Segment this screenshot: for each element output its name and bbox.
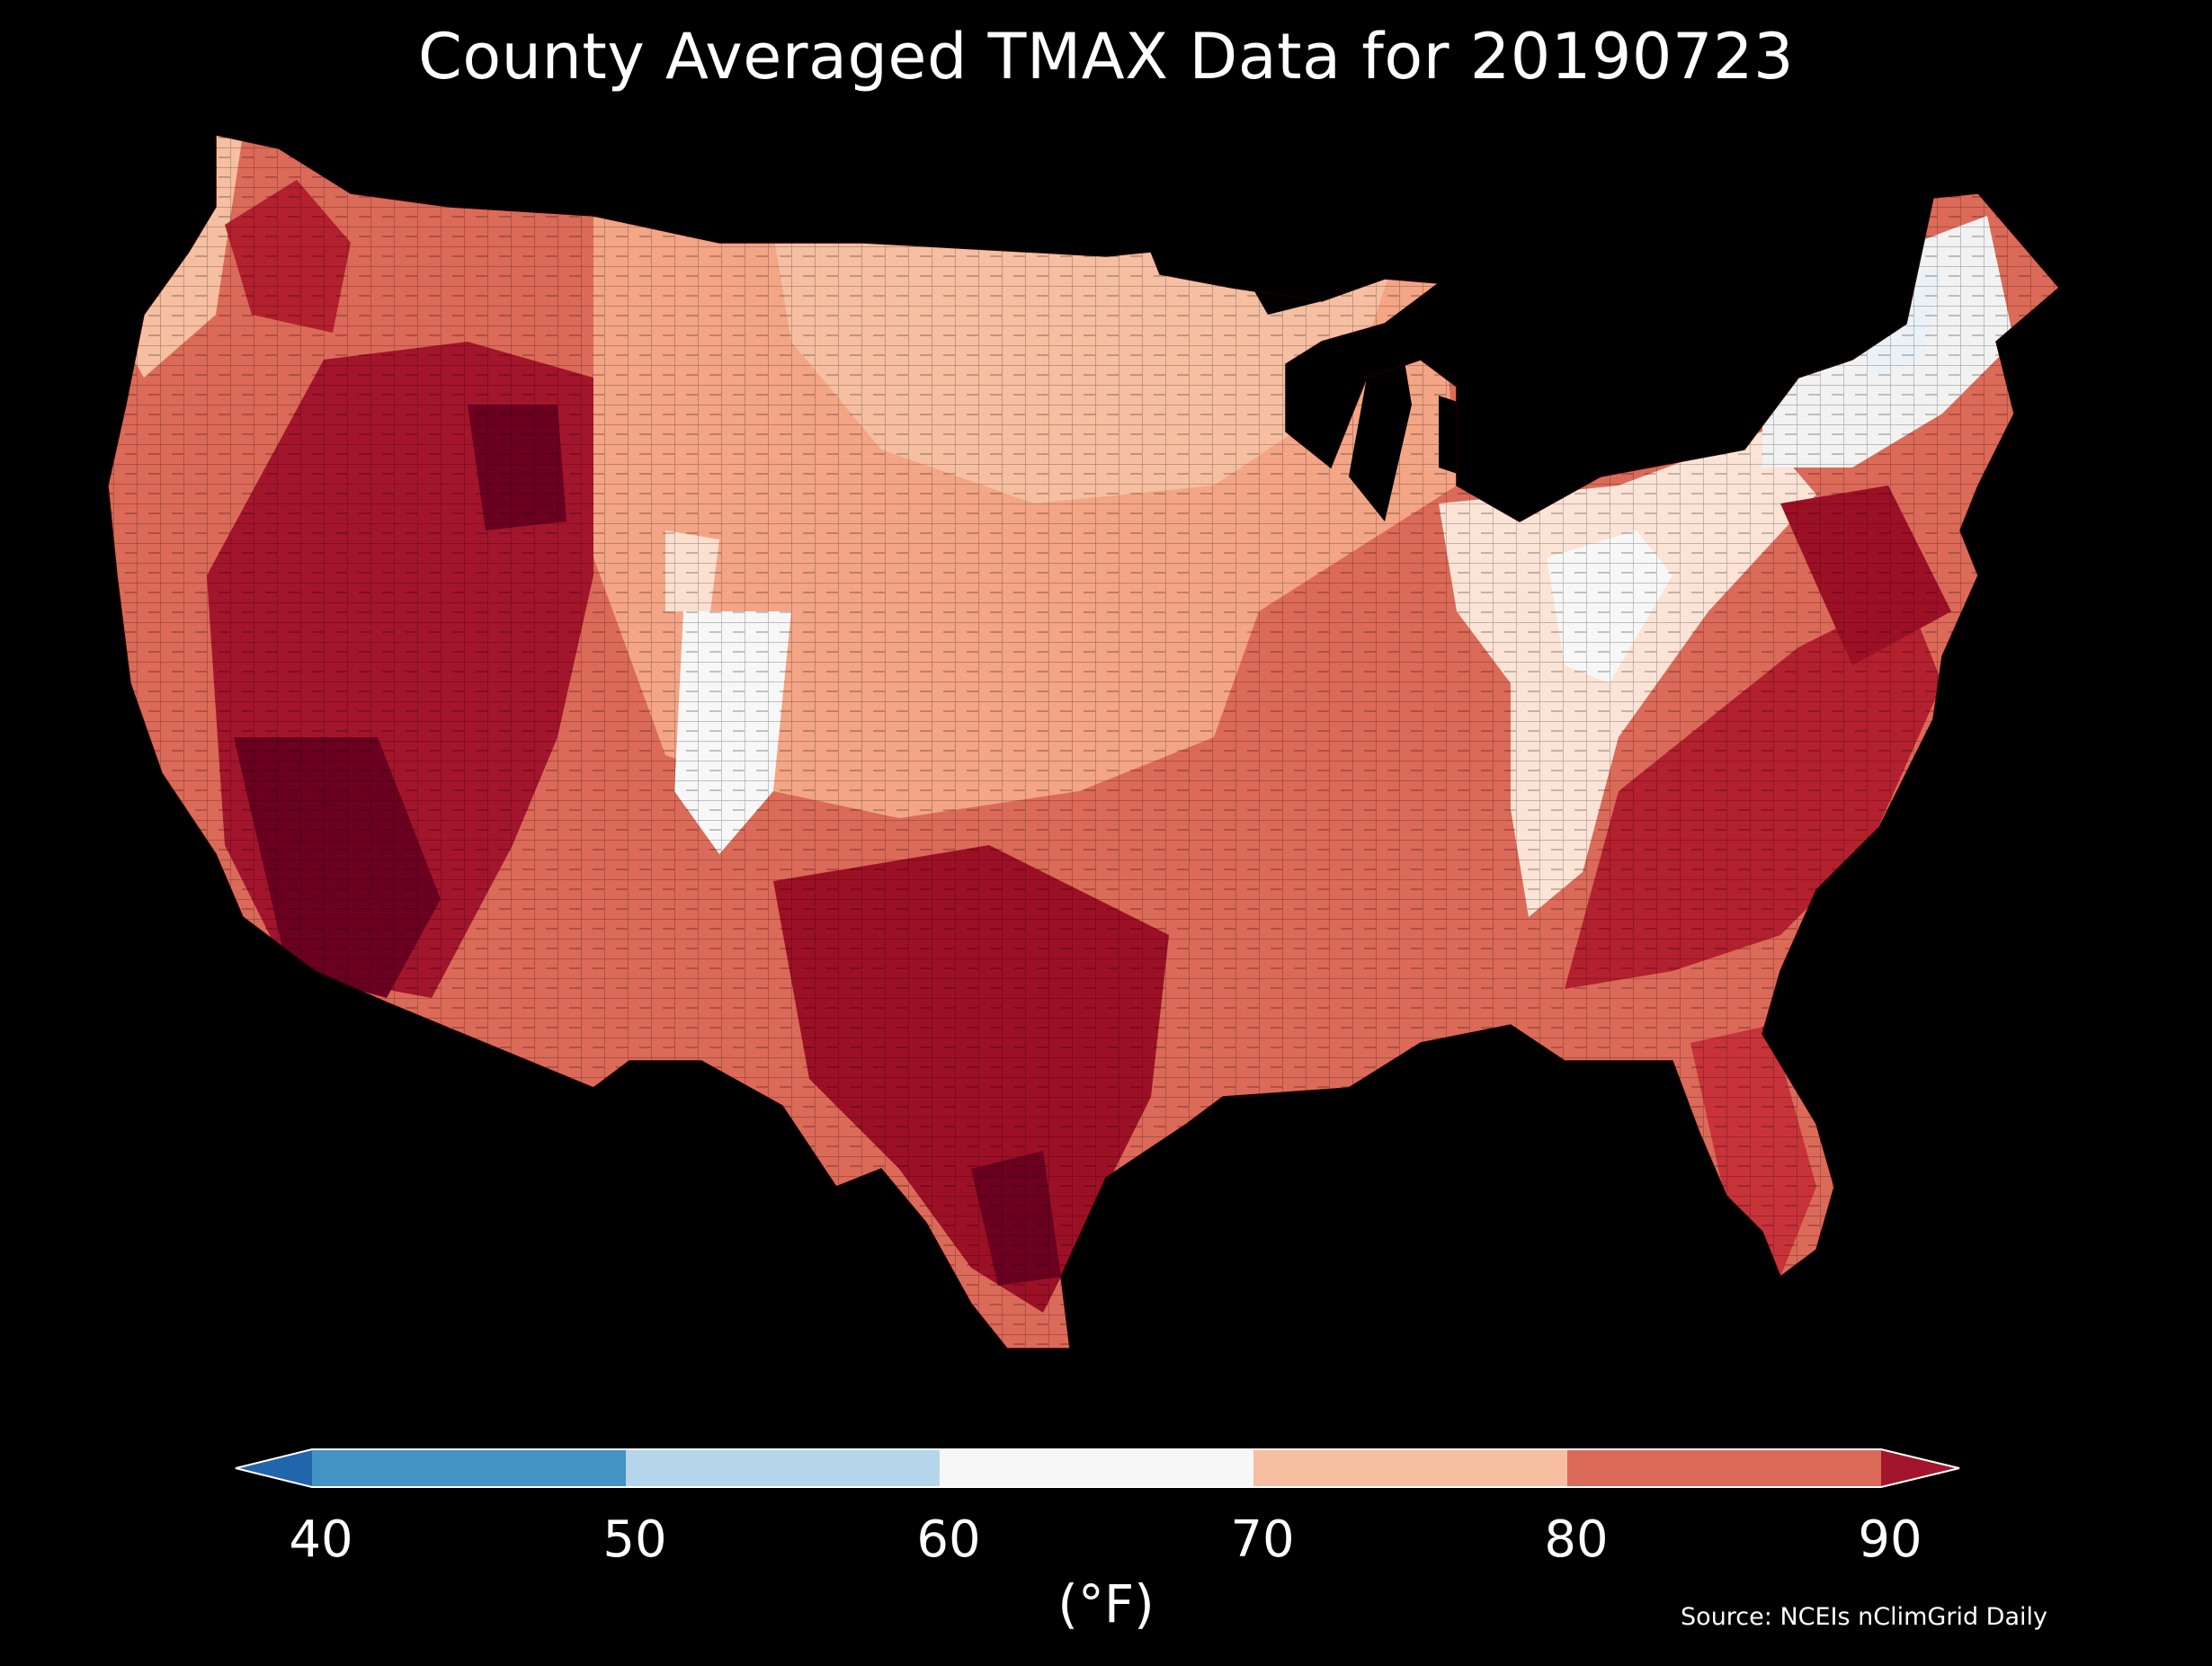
lake-michigan xyxy=(1349,351,1412,521)
map-title: County Averaged TMAX Data for 20190723 xyxy=(417,20,1795,94)
colorbar-extend-high xyxy=(1881,1449,1959,1487)
colorbar-unit-label: (°F) xyxy=(1057,1573,1155,1635)
colorbar-outline xyxy=(235,1448,1960,1488)
county-fill-layer xyxy=(108,135,2059,1349)
colorbar-tick-70: 70 xyxy=(1230,1510,1295,1569)
county-boundaries xyxy=(108,135,2059,1349)
colorbar-bin-40-50 xyxy=(312,1449,626,1487)
colorbar-tick-50: 50 xyxy=(602,1510,667,1569)
colorbar-bin-50-60 xyxy=(626,1449,940,1487)
colorbar xyxy=(235,1448,1960,1488)
lake-huron xyxy=(1439,396,1493,486)
colorbar-extend-low xyxy=(236,1449,312,1487)
colorbar-tick-90: 90 xyxy=(1858,1510,1922,1569)
colorbar-tick-40: 40 xyxy=(289,1510,353,1569)
colorbar-bin-70-80 xyxy=(1253,1449,1567,1487)
band-60-70-olympic xyxy=(135,135,189,225)
colorbar-bin-60-70 xyxy=(940,1449,1253,1487)
colorbar-bin-80-90 xyxy=(1567,1449,1881,1487)
lake-superior xyxy=(1250,252,1376,315)
source-credit: Source: NCEIs nClimGrid Daily xyxy=(1681,1603,2047,1631)
colorbar-bins xyxy=(235,1448,1960,1488)
county-tmax-map xyxy=(90,108,2122,1403)
colorbar-tick-60: 60 xyxy=(916,1510,981,1569)
colorbar-tick-80: 80 xyxy=(1544,1510,1609,1569)
